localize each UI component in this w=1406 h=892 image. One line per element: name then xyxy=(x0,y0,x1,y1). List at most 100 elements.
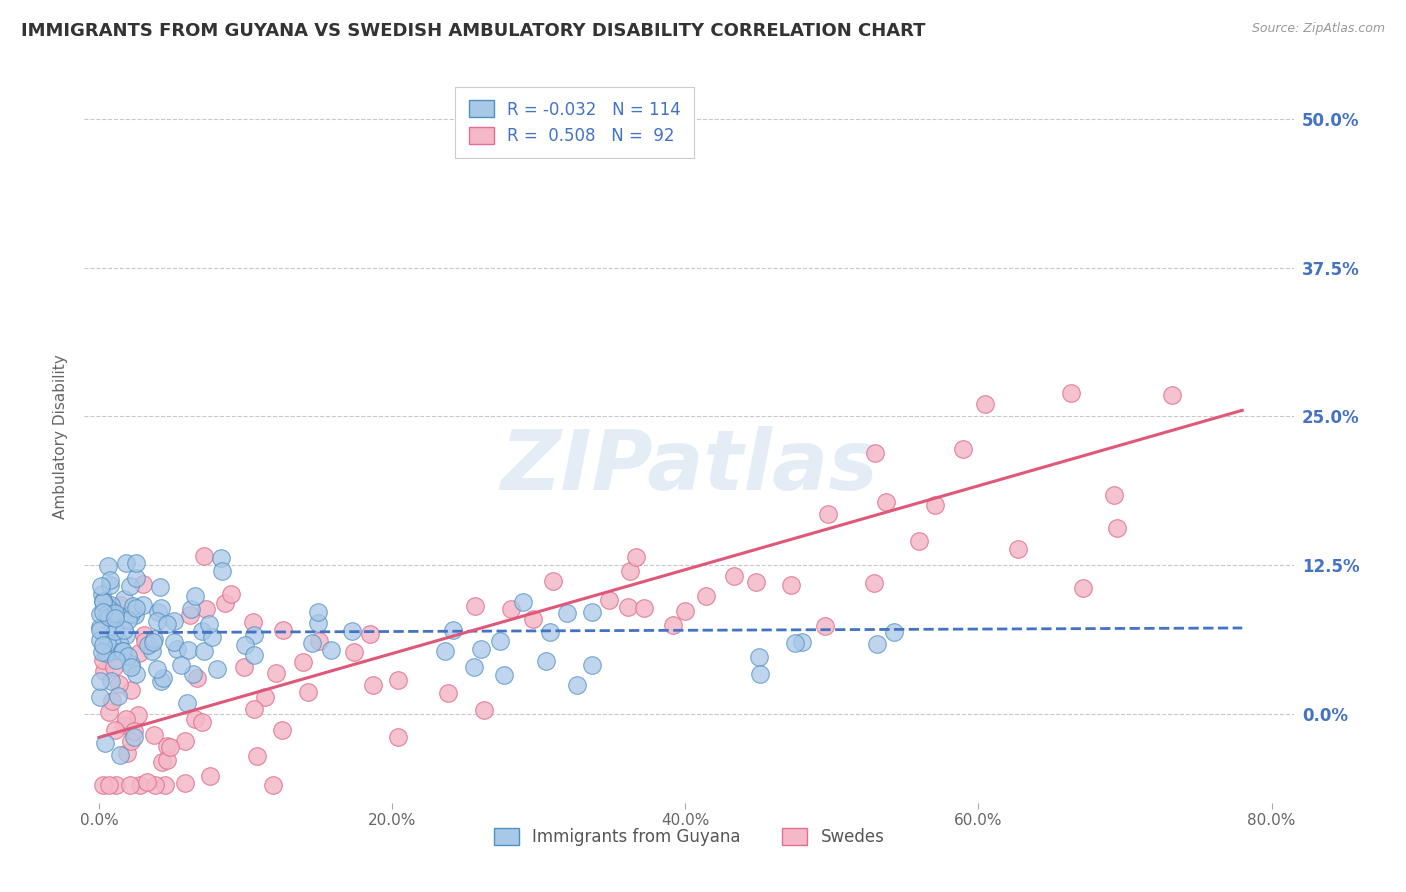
Point xyxy=(146,662,169,676)
Point xyxy=(464,599,486,614)
Point xyxy=(180,601,202,615)
Point xyxy=(166,641,188,656)
Point xyxy=(134,633,156,648)
Point xyxy=(112,591,135,606)
Point xyxy=(437,686,460,700)
Point xyxy=(90,579,112,593)
Point xyxy=(111,644,134,658)
Point xyxy=(98,602,121,616)
Point xyxy=(191,715,214,730)
Point xyxy=(211,564,233,578)
Point xyxy=(488,634,510,648)
Point xyxy=(270,723,292,738)
Point xyxy=(112,644,135,658)
Point xyxy=(307,605,329,619)
Point xyxy=(96,599,118,614)
Point xyxy=(470,641,492,656)
Point xyxy=(89,620,111,634)
Legend: Immigrants from Guyana, Swedes: Immigrants from Guyana, Swedes xyxy=(486,822,891,853)
Point xyxy=(150,601,173,615)
Point xyxy=(723,569,745,583)
Point xyxy=(179,607,201,622)
Point xyxy=(186,671,208,685)
Point xyxy=(340,624,363,638)
Point xyxy=(120,607,142,622)
Point xyxy=(100,598,122,612)
Point xyxy=(93,665,115,679)
Point xyxy=(512,595,534,609)
Point xyxy=(128,646,150,660)
Point xyxy=(101,644,124,658)
Point xyxy=(114,556,136,570)
Point xyxy=(543,574,565,589)
Point xyxy=(125,556,148,570)
Point xyxy=(112,718,135,732)
Point xyxy=(93,736,115,750)
Point xyxy=(1060,385,1083,400)
Point xyxy=(108,599,131,613)
Point xyxy=(865,637,887,651)
Point xyxy=(201,630,224,644)
Point xyxy=(135,774,157,789)
Text: ZIPatlas: ZIPatlas xyxy=(501,425,877,507)
Point xyxy=(173,734,195,748)
Point xyxy=(117,613,139,627)
Point xyxy=(145,778,167,792)
Point xyxy=(785,636,807,650)
Point xyxy=(100,673,122,688)
Point xyxy=(104,653,127,667)
Point xyxy=(125,666,148,681)
Text: Source: ZipAtlas.com: Source: ZipAtlas.com xyxy=(1251,22,1385,36)
Point xyxy=(91,587,114,601)
Point xyxy=(94,647,117,661)
Point xyxy=(163,614,186,628)
Point xyxy=(522,612,544,626)
Point xyxy=(254,690,277,704)
Point xyxy=(173,776,195,790)
Point xyxy=(387,730,409,744)
Point xyxy=(152,671,174,685)
Point xyxy=(194,602,217,616)
Point xyxy=(973,397,995,411)
Point xyxy=(863,576,886,591)
Point xyxy=(243,702,266,716)
Point xyxy=(117,648,139,663)
Point xyxy=(98,706,121,720)
Point xyxy=(616,600,638,615)
Point xyxy=(149,673,172,688)
Point xyxy=(134,627,156,641)
Point xyxy=(96,607,118,622)
Point xyxy=(883,624,905,639)
Point xyxy=(863,446,886,460)
Point xyxy=(114,628,136,642)
Point xyxy=(598,592,620,607)
Point xyxy=(748,649,770,664)
Point xyxy=(104,606,127,620)
Point xyxy=(1071,581,1094,595)
Point xyxy=(107,677,129,691)
Point xyxy=(89,607,111,622)
Point xyxy=(141,644,163,658)
Point xyxy=(581,605,603,619)
Point xyxy=(93,605,115,619)
Point xyxy=(387,673,409,688)
Point xyxy=(301,636,323,650)
Point xyxy=(163,635,186,649)
Point xyxy=(361,678,384,692)
Point xyxy=(499,602,522,616)
Point xyxy=(104,723,127,737)
Point xyxy=(1102,488,1125,502)
Point xyxy=(184,713,207,727)
Point xyxy=(97,559,120,574)
Point xyxy=(156,617,179,632)
Point xyxy=(120,683,142,698)
Point xyxy=(748,666,770,681)
Point xyxy=(246,749,269,764)
Point xyxy=(120,778,142,792)
Point xyxy=(219,587,242,601)
Point xyxy=(624,549,647,564)
Point xyxy=(125,571,148,585)
Point xyxy=(814,619,837,633)
Point xyxy=(536,654,558,668)
Point xyxy=(557,606,579,620)
